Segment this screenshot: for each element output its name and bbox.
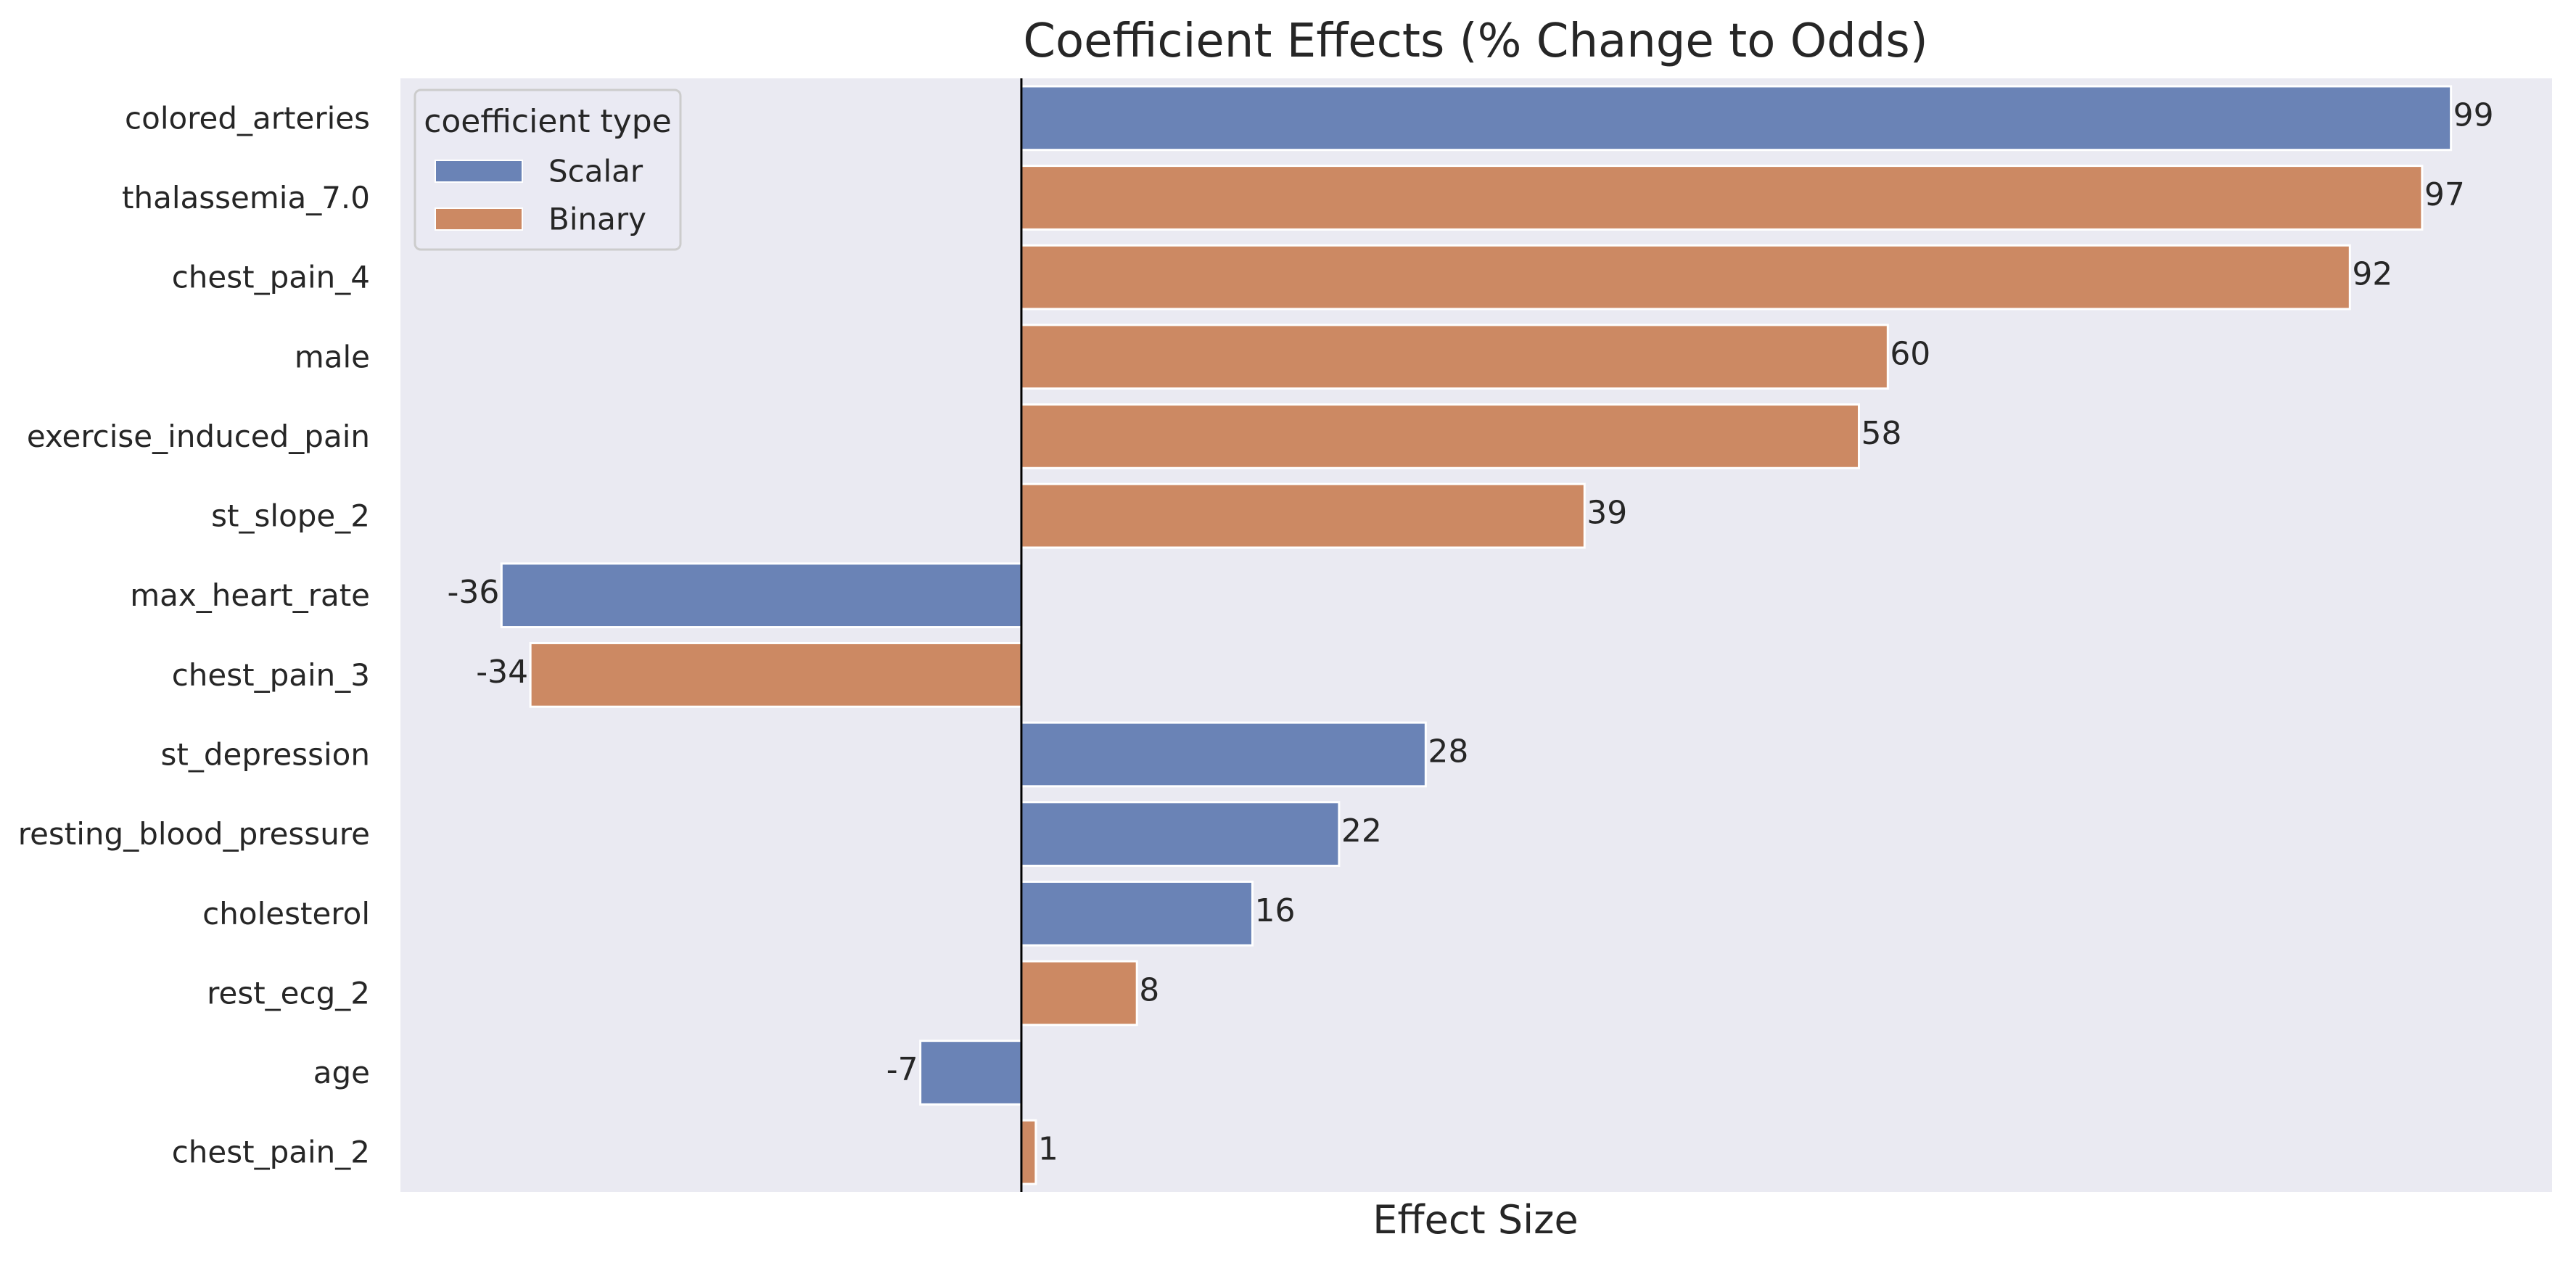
legend-label-scalar: Scalar <box>548 154 643 189</box>
value-label-max-heart-rate: -36 <box>447 574 499 611</box>
y-tick-label-colored-arteries: colored_arteries <box>125 100 370 136</box>
value-label-exercise-induced-pain: 58 <box>1861 415 1902 452</box>
bar-st-depression <box>1020 721 1427 788</box>
y-tick-label-resting-blood-pressure: resting_blood_pressure <box>18 816 370 852</box>
value-label-st-depression: 28 <box>1428 733 1468 770</box>
y-tick-label-max-heart-rate: max_heart_rate <box>130 577 370 613</box>
bar-chest-pain-2 <box>1020 1119 1037 1185</box>
legend: coefficient type Scalar Binary <box>413 89 682 251</box>
y-tick-label-exercise-induced-pain: exercise_induced_pain <box>27 419 370 454</box>
value-label-age: -7 <box>886 1051 918 1088</box>
y-tick-label-st-slope-2: st_slope_2 <box>211 498 370 534</box>
y-tick-label-rest-ecg-2: rest_ecg_2 <box>207 975 370 1011</box>
bar-exercise-induced-pain <box>1020 403 1861 469</box>
legend-title: coefficient type <box>424 103 672 140</box>
bar-chest-pain-3 <box>529 641 1023 708</box>
x-axis-label: Effect Size <box>1373 1197 1578 1243</box>
y-tick-labels: colored_arteries thalassemia_7.0 chest_pai… <box>18 100 370 1169</box>
bar-age <box>919 1040 1023 1106</box>
bar-colored-arteries <box>1020 85 2453 152</box>
bar-thalassemia-7-0 <box>1020 165 2424 231</box>
y-tick-label-cholesterol: cholesterol <box>202 896 370 931</box>
bar-rest-ecg-2 <box>1020 960 1138 1027</box>
value-label-male: 60 <box>1890 335 1930 372</box>
value-labels: 99 97 92 60 58 39 -36 -34 28 22 16 8 -7 1 <box>447 96 2493 1167</box>
value-label-st-slope-2: 39 <box>1587 495 1627 532</box>
legend-label-binary: Binary <box>548 202 646 237</box>
value-label-chest-pain-4: 92 <box>2352 256 2392 293</box>
bar-chest-pain-4 <box>1020 244 2351 310</box>
y-tick-label-st-depression: st_depression <box>161 736 370 772</box>
y-tick-label-age: age <box>313 1055 370 1090</box>
chart-title: Coefficient Effects (% Change to Odds) <box>1023 15 1927 68</box>
value-label-colored-arteries: 99 <box>2453 96 2494 133</box>
bar-st-slope-2 <box>1020 482 1586 549</box>
value-label-resting-blood-pressure: 22 <box>1341 813 1382 850</box>
value-label-thalassemia-7-0: 97 <box>2424 176 2465 213</box>
legend-swatch-binary <box>435 207 523 231</box>
legend-swatch-scalar <box>435 160 523 183</box>
y-tick-label-thalassemia-7-0: thalassemia_7.0 <box>122 180 370 215</box>
y-tick-label-chest-pain-3: chest_pain_3 <box>172 657 370 693</box>
value-label-rest-ecg-2: 8 <box>1139 971 1159 1008</box>
y-tick-label-male: male <box>295 339 370 374</box>
value-label-cholesterol: 16 <box>1254 892 1295 929</box>
legend-entries: Scalar Binary <box>435 154 646 237</box>
bar-male <box>1020 324 1889 390</box>
value-label-chest-pain-2: 1 <box>1038 1131 1058 1168</box>
y-tick-label-chest-pain-2: chest_pain_2 <box>172 1135 370 1170</box>
y-tick-label-chest-pain-4: chest_pain_4 <box>172 260 370 295</box>
bar-resting-blood-pressure <box>1020 801 1341 867</box>
bar-max-heart-rate <box>500 562 1023 629</box>
bar-cholesterol <box>1020 880 1254 947</box>
bars-group <box>500 85 2453 1185</box>
value-label-chest-pain-3: -34 <box>476 654 528 691</box>
